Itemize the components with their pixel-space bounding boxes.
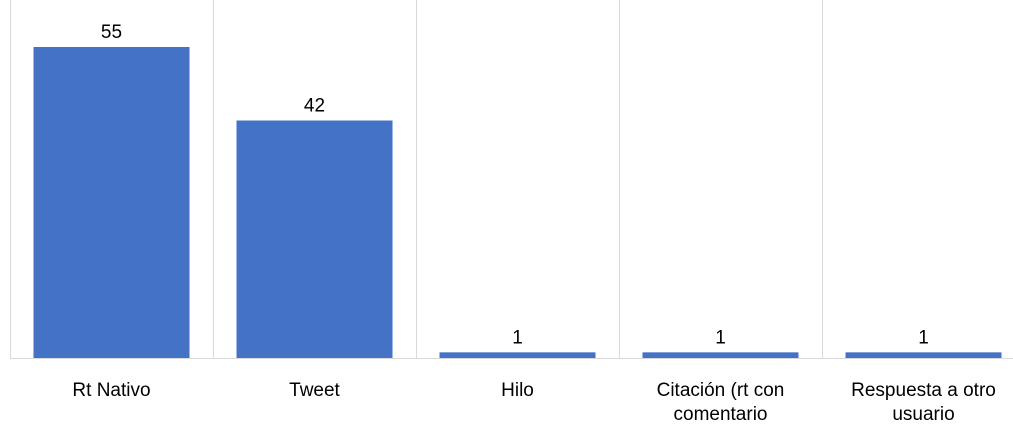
grid-layer (10, 0, 823, 358)
data-label: 1 (512, 327, 523, 348)
bar (642, 352, 799, 358)
bar (845, 352, 1002, 358)
data-label: 42 (304, 96, 325, 117)
bar (236, 120, 393, 358)
bar-layer (33, 47, 1002, 358)
category-label: Rt Nativo (72, 380, 150, 401)
data-label: 55 (101, 22, 122, 43)
data-label: 1 (715, 327, 726, 348)
category-label: Hilo (501, 380, 534, 401)
category-label: Respuesta a otro usuario (851, 380, 996, 425)
bar (439, 352, 596, 358)
category-label: Citación (rt con comentario (657, 380, 785, 425)
label-layer: 55 Rt Nativo 42 Tweet 1 Hilo 1 Citación (rt con… (72, 22, 995, 425)
bar (33, 47, 190, 358)
data-label: 1 (918, 327, 929, 348)
category-label: Tweet (289, 380, 340, 401)
